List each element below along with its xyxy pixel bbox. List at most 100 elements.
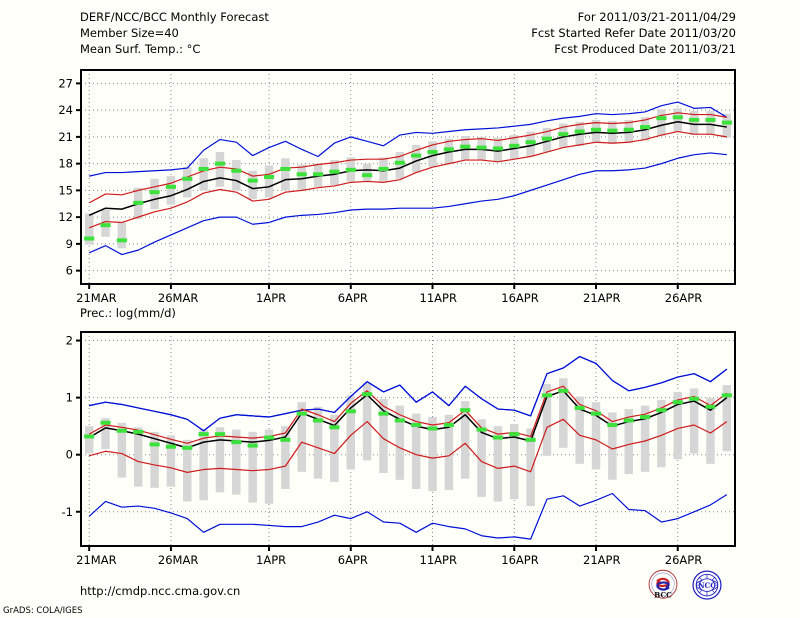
member-size-label: Member Size=40 <box>80 26 179 40</box>
observed-dash <box>394 418 405 423</box>
x-tick-label: 21APR <box>583 291 620 305</box>
observed-dash <box>313 172 324 177</box>
observed-dash <box>378 166 389 171</box>
spread-bar <box>346 395 356 470</box>
spread-bar <box>673 391 683 460</box>
spread-bar <box>706 111 715 136</box>
series-ensemble_min <box>88 152 727 256</box>
spread-bar <box>362 163 372 182</box>
spread-bar <box>411 144 421 173</box>
spread-bar <box>428 417 437 492</box>
observed-dash <box>345 409 356 414</box>
spread-bar <box>232 160 241 191</box>
observed-dash <box>329 425 340 430</box>
spread-bar <box>395 152 405 179</box>
y-tick-label: 24 <box>58 103 73 117</box>
observed-dash <box>296 411 307 416</box>
observed-dash <box>721 120 732 125</box>
observed-dash <box>460 144 471 149</box>
observed-dash <box>640 415 651 420</box>
observed-dash <box>198 432 209 437</box>
observed-dash <box>133 429 144 434</box>
spread-bar <box>559 378 568 448</box>
observed-dash <box>231 168 242 173</box>
observed-dash <box>394 160 405 165</box>
series-mean_minus_sd <box>88 130 727 229</box>
plot-frame <box>80 331 736 547</box>
logo-row: BCC NCC <box>645 568 745 604</box>
spread-bar <box>215 427 225 493</box>
observed-dash <box>116 238 127 243</box>
x-tick-label: 6APR <box>338 553 368 567</box>
spread-bar <box>706 397 715 464</box>
spread-bar <box>150 431 159 488</box>
observed-dash <box>100 223 111 228</box>
spread-bar <box>673 108 683 133</box>
observed-dash <box>492 435 503 440</box>
x-tick-label: 11APR <box>420 553 457 567</box>
refer-date-label: Fcst Started Refer Date 2011/03/20 <box>531 26 736 40</box>
temperature-chart: 6 9 12 15 18 21 24 27 21MAR 26MAR 1APR 6APR 11APR 16A… <box>58 69 736 306</box>
spread-bar <box>232 429 241 495</box>
observed-dash <box>574 129 585 134</box>
observed-dash <box>640 125 651 130</box>
svg-text:NCC: NCC <box>698 581 716 590</box>
precipitation-chart: -1 0 1 2 21MAR 26MAR 1APR 6APR 11APR 16APR 21APR 26… <box>62 331 736 568</box>
spread-bar <box>722 385 732 452</box>
y-tick-label: 0 <box>66 448 73 462</box>
spread-bar <box>248 431 257 503</box>
y-tick-label: 12 <box>58 210 73 224</box>
spread-bar <box>411 413 421 489</box>
observed-dash <box>607 423 618 428</box>
observed-dash <box>214 432 226 437</box>
observed-dash <box>280 437 291 442</box>
observed-dash <box>263 175 275 179</box>
observed-dash <box>623 418 634 423</box>
series-ensemble_min <box>88 492 728 540</box>
spread-bar <box>330 414 339 483</box>
spread-bar <box>117 222 127 249</box>
y-tick-label: 1 <box>66 391 73 405</box>
observed-dash <box>476 427 487 432</box>
observed-dash <box>509 143 520 148</box>
x-tick-label: 1APR <box>256 553 286 567</box>
observed-dash <box>590 411 602 416</box>
observed-dash <box>509 432 520 437</box>
observed-dash <box>607 128 618 133</box>
observed-dash <box>182 176 193 181</box>
observed-dash <box>362 392 373 397</box>
spread-bar <box>542 383 552 456</box>
observed-dash <box>313 418 324 423</box>
spread-bar <box>215 152 225 187</box>
observed-dash <box>280 166 291 171</box>
spread-bar <box>281 158 290 191</box>
spread-bar <box>166 176 176 205</box>
spread-bar <box>248 170 257 200</box>
observed-dash <box>558 388 569 393</box>
observed-dash <box>541 393 553 398</box>
observed-dash <box>296 172 307 177</box>
x-tick-label: 16APR <box>501 553 538 567</box>
spread-bar <box>493 426 503 502</box>
x-axis-year-label: 2011 <box>80 304 109 306</box>
spread-bar <box>657 109 666 136</box>
observed-dash <box>460 408 471 413</box>
y-tick-label: 15 <box>58 183 73 197</box>
spread-bar <box>444 414 454 491</box>
cmdp-url-label[interactable]: http://cmdp.ncc.cma.gov.cn <box>80 584 241 598</box>
x-tick-label: 1APR <box>256 291 286 305</box>
observed-dash <box>84 434 95 439</box>
y-tick-label: 9 <box>66 237 73 251</box>
observed-dash <box>525 140 536 145</box>
y-tick-label: -1 <box>62 505 73 519</box>
observed-dash <box>590 127 602 132</box>
spread-bar <box>166 435 176 487</box>
spread-bar <box>133 427 143 487</box>
spread-bar <box>657 399 666 468</box>
y-tick-label: 21 <box>58 130 73 144</box>
observed-dash <box>329 169 340 174</box>
series-mean_minus_sd <box>89 418 728 473</box>
spread-bar <box>428 141 437 168</box>
spread-bar <box>297 402 306 472</box>
